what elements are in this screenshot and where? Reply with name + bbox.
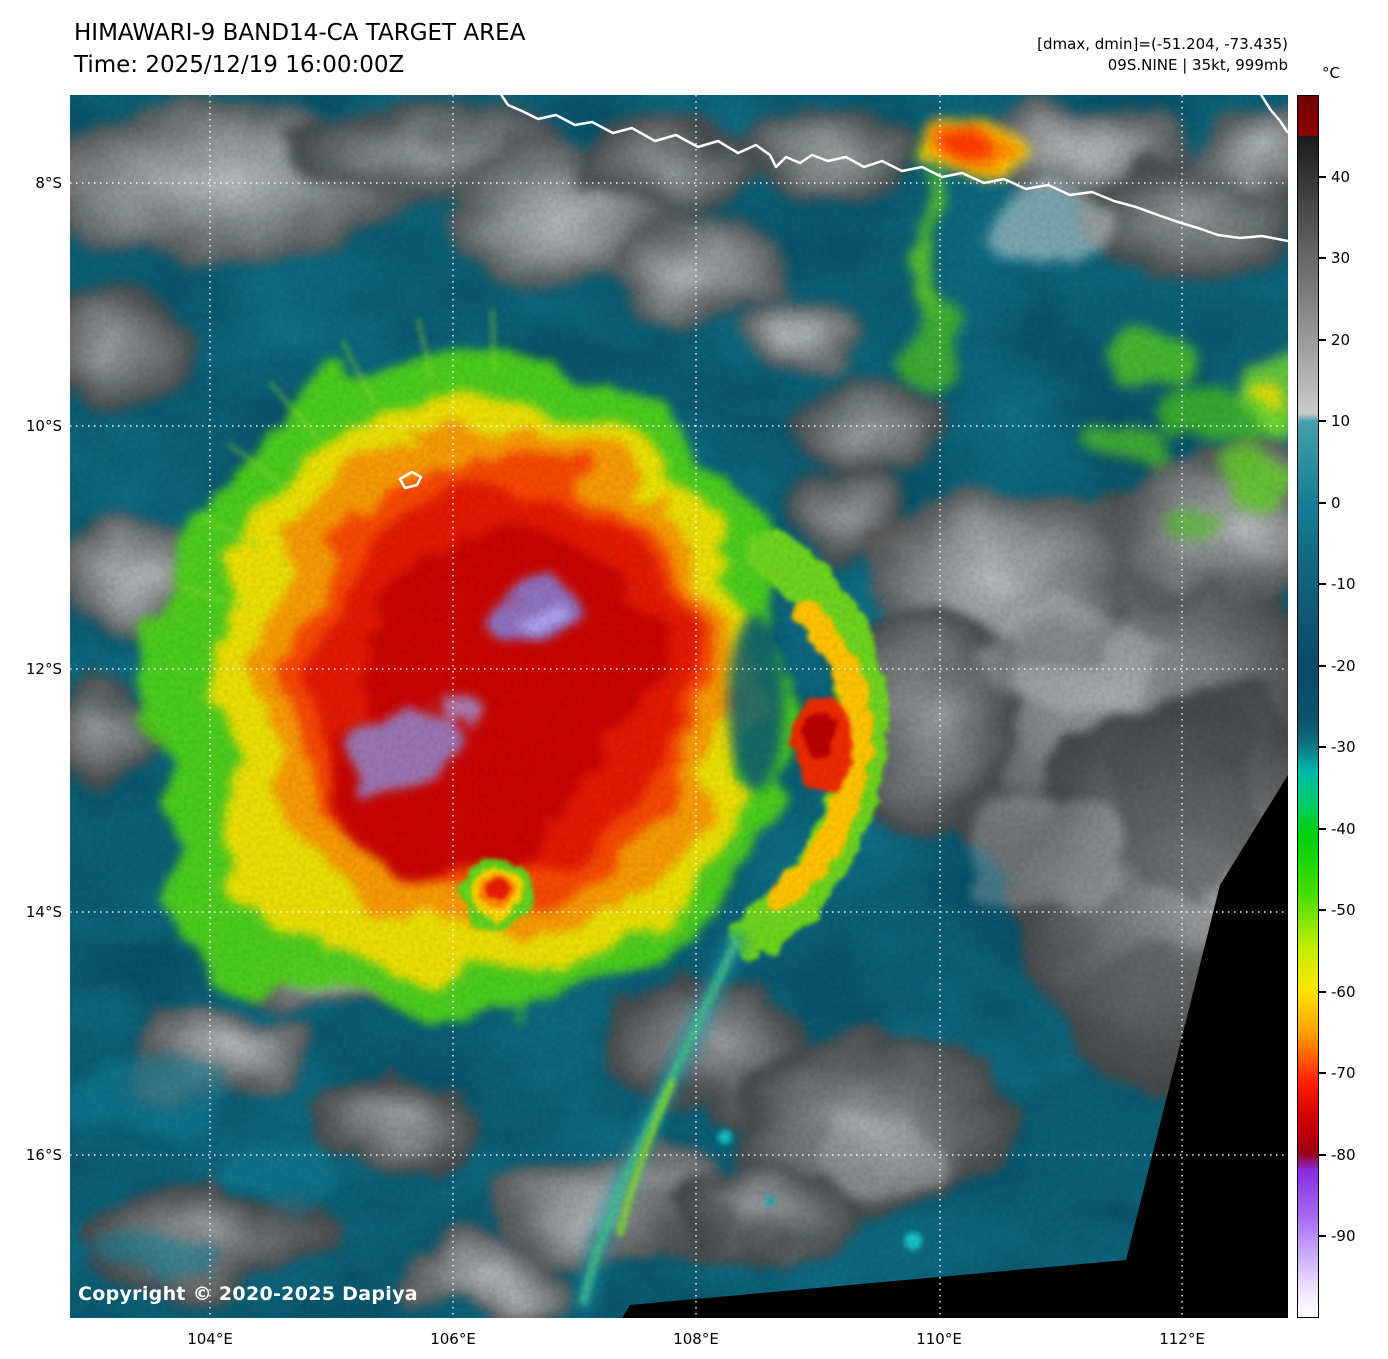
colorbar	[1297, 95, 1319, 1318]
colorbar-tick-mark	[1319, 1072, 1326, 1075]
gridlines	[70, 95, 1288, 1318]
colorbar-tick-mark	[1319, 664, 1326, 667]
colorbar-tick-mark	[1319, 1153, 1326, 1156]
colorbar-tick-label: -90	[1331, 1227, 1356, 1246]
colorbar-tick-mark	[1319, 338, 1326, 341]
colorbar-tick-label: -50	[1331, 901, 1356, 920]
colorbar-tick-label: -80	[1331, 1145, 1356, 1164]
colorbar-tick-mark	[1319, 257, 1326, 260]
island-outline	[398, 470, 423, 490]
lon-tick-label: 108°E	[673, 1330, 719, 1348]
lat-tick-label: 10°S	[25, 417, 62, 435]
satellite-imagery	[70, 95, 1288, 1318]
colorbar-tick-mark	[1319, 1235, 1326, 1238]
colorbar-tick-mark	[1319, 909, 1326, 912]
colorbar-tick-mark	[1319, 827, 1326, 830]
colorbar-tick-mark	[1319, 420, 1326, 423]
lon-tick-label: 112°E	[1159, 1330, 1205, 1348]
satellite-map	[70, 95, 1288, 1318]
colorbar-tick-mark	[1319, 501, 1326, 504]
header-right-info: [dmax, dmin]=(-51.204, -73.435) 09S.NINE…	[1037, 34, 1288, 76]
lat-tick-label: 8°S	[35, 174, 62, 192]
colorbar-tick-label: 30	[1331, 249, 1351, 268]
scan-edge-nodata	[622, 775, 1288, 1318]
storm-info-readout: 09S.NINE | 35kt, 999mb	[1107, 56, 1288, 74]
colorbar-tick-label: -40	[1331, 819, 1356, 838]
colorbar-tick-label: 0	[1331, 493, 1341, 512]
coastline	[398, 95, 1288, 490]
colorbar-tick-label: -70	[1331, 1064, 1356, 1083]
colorbar-tick-label: 10	[1331, 412, 1351, 431]
colorbar-tick-mark	[1319, 583, 1326, 586]
colorbar-gradient	[1298, 96, 1318, 1317]
colorbar-tick-label: -30	[1331, 738, 1356, 757]
lat-tick-label: 12°S	[25, 660, 62, 678]
colorbar-tick-label: 40	[1331, 167, 1351, 186]
page-title: HIMAWARI-9 BAND14-CA TARGET AREA	[74, 20, 526, 46]
colorbar-tick-label: -20	[1331, 656, 1356, 675]
colorbar-tick-label: -60	[1331, 982, 1356, 1001]
colorbar-tick-label: -10	[1331, 575, 1356, 594]
lon-tick-label: 104°E	[187, 1330, 233, 1348]
colorbar-tick-mark	[1319, 175, 1326, 178]
colorbar-tick-mark	[1319, 746, 1326, 749]
colorbar-tick-mark	[1319, 990, 1326, 993]
lat-tick-label: 16°S	[25, 1146, 62, 1164]
colorbar-tick-label: 20	[1331, 330, 1351, 349]
copyright-text: Copyright © 2020-2025 Dapiya	[78, 1283, 418, 1305]
lon-tick-label: 110°E	[916, 1330, 962, 1348]
lat-tick-label: 14°S	[25, 903, 62, 921]
colorbar-unit-label: °C	[1322, 64, 1340, 82]
lon-tick-label: 106°E	[430, 1330, 476, 1348]
timestamp-label: Time: 2025/12/19 16:00:00Z	[74, 52, 405, 78]
dmax-dmin-readout: [dmax, dmin]=(-51.204, -73.435)	[1037, 35, 1288, 53]
